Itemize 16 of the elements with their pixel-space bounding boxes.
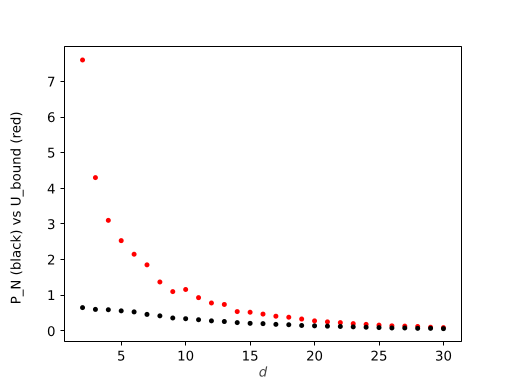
y-tick-label: 5 [47,146,56,162]
x-tick-label: 5 [116,350,126,364]
y-axis-title: P_N (black) vs U_bound (red) [10,111,24,304]
x-tick-label: 10 [177,350,194,364]
y-tick-label: 4 [47,182,56,198]
x-tick-label: 30 [434,350,452,364]
y-tick-label: 1 [47,289,56,304]
x-tick-label: 20 [306,350,324,364]
y-tick-label: 2 [47,254,56,269]
x-tick-label: 25 [370,350,388,364]
x-tick-label: 15 [242,350,259,364]
y-tick-label: 7 [47,75,56,90]
y-tick-label: 0 [47,324,56,340]
y-tick-label: 3 [47,218,56,233]
y-tick-label: 6 [47,111,56,126]
x-axis-title: d [258,366,268,380]
